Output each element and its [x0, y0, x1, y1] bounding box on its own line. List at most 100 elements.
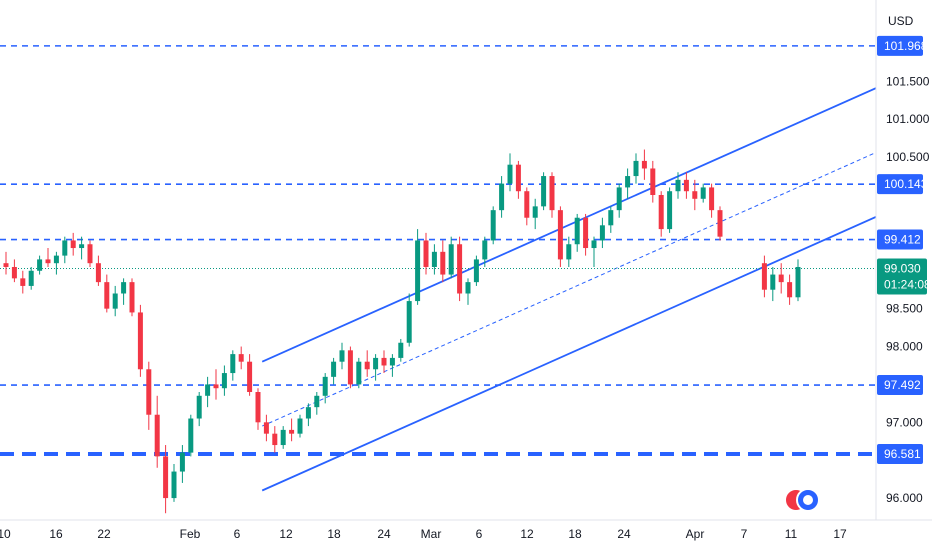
candle [247, 354, 253, 396]
regression-channel[interactable] [261, 40, 932, 492]
candle [465, 278, 471, 305]
candle-body [541, 176, 547, 207]
candle-body [37, 259, 43, 271]
candle-body [692, 191, 698, 199]
candle-body [11, 266, 17, 279]
time-tick-label: 6 [234, 527, 241, 541]
candle-body [62, 240, 68, 256]
candle [650, 160, 656, 203]
candle [473, 255, 479, 286]
candle [45, 248, 51, 267]
time-tick-label: 12 [520, 527, 534, 541]
candlestick-series [3, 149, 801, 514]
candle-body [415, 240, 421, 302]
candle [11, 259, 17, 283]
currency-label: USD [888, 14, 914, 28]
candle [28, 266, 34, 290]
candle-body [213, 384, 219, 389]
candle [289, 418, 295, 442]
candle [297, 414, 303, 438]
candle-body [171, 471, 177, 499]
candle-body [20, 278, 26, 286]
candle [129, 278, 135, 317]
candle [213, 369, 219, 400]
candle [37, 255, 43, 275]
level-tag-text: 96.581 [884, 447, 921, 461]
candle-body [683, 179, 689, 192]
candle [574, 213, 580, 252]
candle-body [591, 240, 597, 249]
candle [280, 426, 286, 449]
channel-middle-line[interactable] [261, 104, 932, 427]
candle-body [247, 361, 253, 393]
candle [255, 388, 261, 430]
candle-body [104, 282, 110, 309]
channel-lower-line[interactable] [261, 168, 932, 492]
candle-body [389, 357, 395, 366]
candle [683, 172, 689, 199]
candle-body [490, 210, 496, 241]
candle-body [314, 395, 320, 408]
candle-body [272, 433, 278, 446]
candle [549, 172, 555, 218]
candle-body [196, 395, 202, 419]
candle [675, 172, 681, 199]
candle-body [70, 240, 76, 249]
time-tick-label: Feb [180, 527, 201, 541]
candle-body [641, 160, 647, 169]
candle [778, 263, 784, 294]
flag-icon[interactable] [784, 488, 820, 512]
candle-body [557, 210, 563, 260]
candle-body [473, 259, 479, 283]
candle-body [28, 270, 34, 286]
candle [431, 244, 437, 275]
candle-body [129, 282, 135, 313]
candle [347, 346, 353, 389]
level-tag [877, 444, 923, 465]
candle-body [778, 274, 784, 283]
candle [608, 206, 614, 233]
candle [154, 395, 160, 468]
candle [457, 236, 463, 302]
candle [230, 350, 236, 381]
candle [700, 183, 706, 203]
level-tag-text: 101.968 [884, 39, 928, 53]
candle [557, 206, 563, 267]
candle [415, 229, 421, 305]
candle-body [381, 357, 387, 366]
candle-body [566, 244, 572, 260]
candle [566, 236, 572, 267]
time-tick-label: 18 [568, 527, 582, 541]
price-tick-labels: 101.500 101.000 100.500 98.500 98.000 97.000 9… [886, 74, 930, 505]
channel-upper-line[interactable] [261, 40, 932, 363]
last-price-value: 99.030 [884, 261, 921, 275]
candle [331, 357, 337, 385]
candle-body [770, 274, 776, 290]
level-tag-text: 99.412 [884, 233, 921, 247]
candle [314, 392, 320, 415]
candle [263, 414, 269, 442]
time-tick-label: 16 [49, 527, 63, 541]
candle-body [373, 357, 379, 370]
candle-body [154, 414, 160, 457]
time-tick-label: 12 [279, 527, 293, 541]
candle [761, 255, 767, 298]
candle-body [137, 312, 143, 370]
candle-body [574, 217, 580, 245]
candle-body [650, 168, 656, 195]
candle [221, 365, 227, 396]
candle-body [599, 225, 605, 241]
candle [146, 361, 152, 430]
candle-body [515, 164, 521, 192]
candle-body [465, 282, 471, 294]
candle [633, 153, 639, 184]
last-price-box [877, 258, 927, 295]
candle-body [616, 187, 622, 211]
candle-body [667, 191, 673, 230]
candle [20, 270, 26, 294]
candle [490, 206, 496, 245]
time-tick-label: 17 [833, 527, 847, 541]
candle-body [305, 407, 311, 419]
candle-body [45, 259, 51, 264]
